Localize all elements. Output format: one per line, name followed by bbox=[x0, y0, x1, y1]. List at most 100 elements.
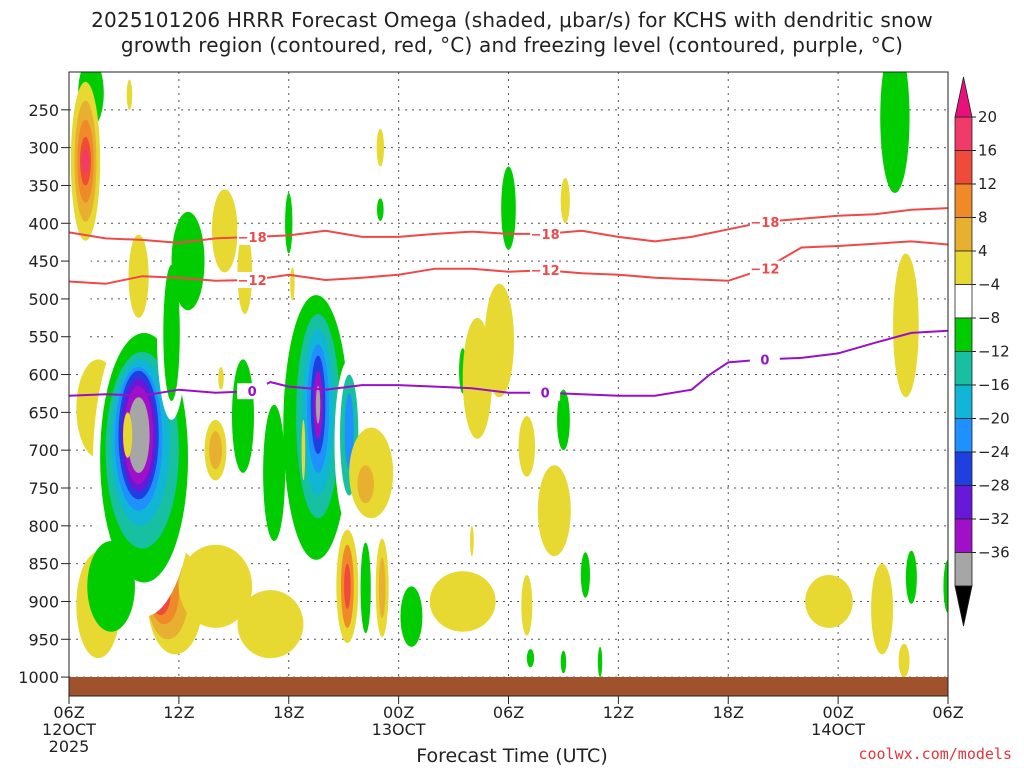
colorbar-segment bbox=[954, 183, 973, 218]
contour-label-bg bbox=[237, 228, 268, 245]
colorbar-segment bbox=[954, 217, 973, 252]
contour-label-bg bbox=[237, 272, 268, 288]
colorbar-label: 12 bbox=[978, 175, 997, 193]
colorbar-label: 4 bbox=[978, 242, 988, 260]
omega-blob bbox=[82, 149, 89, 173]
omega-blob bbox=[880, 72, 910, 193]
omega-blob bbox=[521, 574, 533, 636]
omega-blob bbox=[126, 79, 133, 110]
omega-blob bbox=[376, 128, 384, 167]
omega-blob bbox=[290, 267, 295, 301]
omega-blob bbox=[211, 189, 238, 273]
x-tick-label: 18Z bbox=[273, 703, 304, 722]
omega-blob bbox=[557, 389, 570, 451]
y-tick-label: 550 bbox=[28, 328, 59, 347]
omega-blob bbox=[315, 385, 321, 424]
temperature-contours: −18 −18 −18 −12 −12 −12 0 0 0 bbox=[69, 207, 948, 402]
y-tick-label: 350 bbox=[28, 176, 59, 195]
x-tick-label: 12Z bbox=[603, 703, 634, 722]
colorbar-label: −32 bbox=[978, 510, 1010, 528]
contour-label--12C: −12 bbox=[238, 274, 267, 289]
omega-blob bbox=[518, 416, 536, 477]
colorbar-label: −36 bbox=[978, 544, 1010, 562]
colorbar-segment bbox=[954, 485, 973, 520]
omega-blob bbox=[171, 211, 205, 311]
omega-blob bbox=[580, 552, 590, 598]
contour-label-0C: 0 bbox=[248, 385, 257, 400]
contour--12C bbox=[69, 240, 948, 285]
y-tick-label: 500 bbox=[28, 290, 59, 309]
omega-blob bbox=[898, 643, 910, 678]
omega-blob bbox=[87, 540, 135, 632]
omega-blob bbox=[470, 525, 474, 557]
omega-blob bbox=[137, 72, 155, 114]
colorbar-segment bbox=[954, 116, 973, 151]
y-tick-label: 700 bbox=[28, 441, 59, 460]
omega-blob bbox=[163, 264, 180, 402]
omega-blob bbox=[127, 397, 150, 473]
x-tick-label: 13OCT bbox=[372, 720, 426, 739]
colorbar-segment bbox=[954, 451, 973, 486]
omega-blob bbox=[344, 393, 354, 470]
omega-blob bbox=[501, 166, 516, 250]
omega-shading bbox=[69, 72, 948, 678]
colorbar-segment bbox=[954, 384, 973, 419]
omega-blob bbox=[597, 646, 603, 678]
y-tick-label: 950 bbox=[28, 630, 59, 649]
omega-blob bbox=[218, 366, 224, 390]
x-tick-label: 12OCT bbox=[42, 720, 96, 739]
colorbar-segment bbox=[954, 284, 973, 319]
contour-label-bg bbox=[749, 260, 780, 277]
colorbar: 20 16 12 8 4 −4 −8 −12 −16 −20 −24 −28 −32 −36 bbox=[954, 76, 1010, 627]
contour-label-bg bbox=[237, 383, 268, 400]
contour-label-0C: 0 bbox=[760, 353, 769, 368]
y-axis: 250 300 350 400 450 500 550 600 650 700 750 800 850 9… bbox=[18, 101, 69, 687]
omega-blob bbox=[209, 431, 222, 470]
colorbar-label: 16 bbox=[978, 142, 997, 160]
colorbar-label: −16 bbox=[978, 376, 1010, 394]
omega-blob bbox=[231, 359, 254, 473]
contour-label-bg bbox=[749, 213, 780, 230]
y-tick-label: 1000 bbox=[18, 668, 59, 687]
x-tick-label: 2025 bbox=[49, 737, 90, 756]
y-tick-label: 750 bbox=[28, 479, 59, 498]
omega-blob bbox=[285, 193, 293, 254]
omega-blob bbox=[526, 649, 535, 668]
omega-blob bbox=[484, 283, 514, 398]
omega-blob bbox=[378, 557, 386, 619]
colorbar-segment bbox=[954, 150, 973, 185]
x-tick-label: 12Z bbox=[163, 703, 194, 722]
omega-blob bbox=[537, 465, 571, 557]
omega-blob bbox=[943, 559, 948, 613]
colorbar-segment bbox=[954, 250, 973, 285]
colorbar-label: 8 bbox=[978, 209, 988, 227]
contour-label--18C: −18 bbox=[750, 216, 779, 231]
omega-blob bbox=[360, 542, 371, 634]
contour-label-bg bbox=[530, 262, 561, 279]
x-tick-label: 14OCT bbox=[811, 720, 865, 739]
colorbar-top-arrow bbox=[954, 76, 973, 118]
omega-blob bbox=[560, 650, 567, 674]
y-tick-label: 800 bbox=[28, 517, 59, 536]
omega-blob bbox=[400, 586, 423, 647]
x-tick-label: 00Z bbox=[383, 703, 414, 722]
omega-blob bbox=[377, 198, 384, 222]
omega-blob bbox=[357, 465, 374, 504]
y-tick-label: 400 bbox=[28, 214, 59, 233]
colorbar-segment bbox=[954, 351, 973, 386]
x-tick-label: 00Z bbox=[822, 703, 853, 722]
omega-blob bbox=[429, 571, 496, 632]
omega-blob bbox=[301, 419, 306, 481]
x-tick-label: 06Z bbox=[932, 703, 963, 722]
x-tick-label: 06Z bbox=[53, 703, 84, 722]
colorbar-label: 20 bbox=[978, 108, 997, 126]
contour-label-bg bbox=[530, 384, 561, 401]
contour-label-bg bbox=[749, 351, 780, 368]
y-tick-label: 850 bbox=[28, 555, 59, 574]
y-tick-label: 450 bbox=[28, 252, 59, 271]
x-tick-label: 06Z bbox=[493, 703, 524, 722]
colorbar-segment bbox=[954, 317, 973, 352]
contour--18C bbox=[69, 207, 948, 244]
